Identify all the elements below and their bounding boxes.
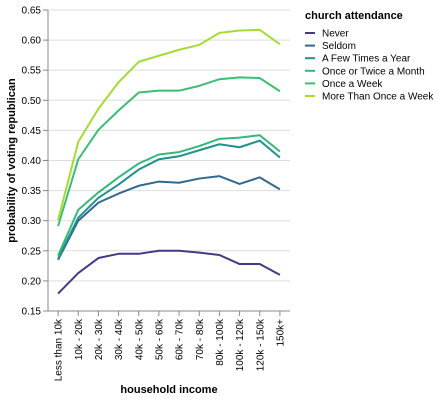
y-tick-label: 0.20 (22, 276, 42, 287)
gridlines (48, 9, 290, 312)
legend-entry: A Few Times a Year (322, 54, 411, 65)
series-line-once-or-twice-a-month (57, 134, 281, 257)
legend-entry: Once a Week (322, 79, 383, 90)
x-tick-label: Less than 10k (54, 318, 65, 381)
y-axis-title: probability of voting republican (6, 78, 18, 243)
y-tick-label: 0.45 (22, 126, 42, 137)
series-line-a-few-times-a-year (57, 139, 281, 260)
x-tick-label: 150k+ (275, 319, 286, 347)
legend-entry: Seldom (322, 41, 356, 52)
y-tick-label: 0.25 (22, 246, 42, 257)
y-tick-label: 0.40 (22, 156, 42, 167)
y-tick-label: 0.50 (22, 96, 42, 107)
x-tick-label: 80k - 100k (215, 318, 226, 366)
axes: 0.15 0.20 0.25 0.30 0.35 0.40 0.45 0.50 0.55 0.60… (22, 6, 290, 381)
x-axis-title: household income (120, 384, 217, 396)
legend-entry: Never (322, 29, 349, 40)
y-tick-label: 0.35 (22, 186, 42, 197)
x-tick-label: 20k - 30k (94, 318, 105, 360)
series-lines (57, 28, 281, 295)
y-tick-label: 0.30 (22, 216, 42, 227)
x-tick-label: 60k - 70k (175, 318, 186, 360)
series-line-seldom (57, 175, 281, 261)
y-tick-label: 0.15 (22, 307, 42, 318)
x-tick-label: 70k - 80k (195, 318, 206, 360)
series-line-never (57, 249, 281, 295)
legend-entry: Once or Twice a Month (322, 66, 425, 77)
legend-entry: More Than Once a Week (322, 92, 434, 103)
y-tick-label: 0.55 (22, 66, 42, 77)
x-tick-label: 50k - 60k (154, 318, 165, 360)
y-tick-label: 0.60 (22, 36, 42, 47)
x-tick-label: 30k - 40k (114, 318, 125, 360)
x-tick-label: 100k - 120k (235, 318, 246, 371)
x-tick-label: 40k - 50k (134, 318, 145, 360)
series-line-more-than-once-a-week (57, 28, 281, 221)
series-line-once-a-week (57, 76, 281, 227)
y-tick-label: 0.65 (22, 6, 42, 17)
legend-title: church attendance (305, 10, 403, 22)
x-tick-label: 120k - 150k (255, 318, 266, 371)
x-tick-label: 10k - 20k (74, 318, 85, 360)
